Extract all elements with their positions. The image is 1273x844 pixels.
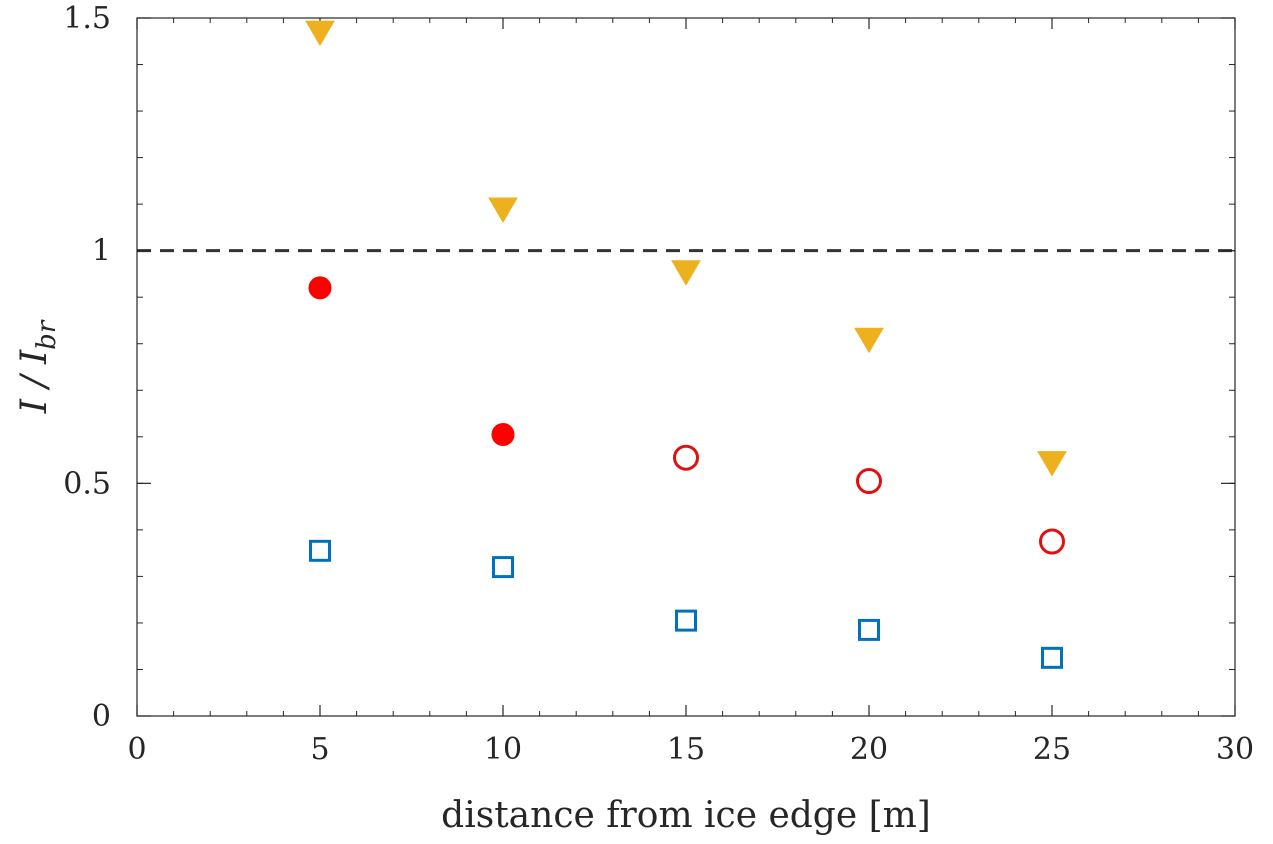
y-tick-label: 1 xyxy=(92,234,111,269)
open-circle-point xyxy=(856,468,882,495)
x-axis-title: distance from ice edge [m] xyxy=(441,795,931,836)
x-tick-label: 20 xyxy=(850,732,888,767)
triangle-point xyxy=(488,197,518,223)
y-tick-label: 0 xyxy=(92,699,111,734)
triangle-point xyxy=(1037,451,1067,477)
x-tick-label: 15 xyxy=(667,732,705,767)
y-tick-label: 0.5 xyxy=(63,466,111,501)
open-circle-point xyxy=(1039,528,1065,555)
triangle-point xyxy=(671,260,701,286)
square-point xyxy=(858,618,880,641)
triangle-point xyxy=(305,20,335,47)
tick-labels-group: 0 5 10 15 20 25 30 0 0.5 1 1.5 xyxy=(63,1,1254,767)
square-point xyxy=(492,556,514,579)
x-tick-label: 5 xyxy=(310,732,329,767)
plot-area xyxy=(137,18,1235,716)
ticks-group xyxy=(136,17,1236,717)
y-axis-title-main: I / I xyxy=(14,349,55,414)
y-tick-label: 1.5 xyxy=(63,1,111,36)
x-tick-label: 10 xyxy=(484,732,522,767)
open-circle-point xyxy=(673,444,699,471)
square-point xyxy=(309,539,331,562)
filled-circle-point xyxy=(491,422,515,446)
y-axis-title-subscript: br xyxy=(32,319,62,350)
x-tick-label: 25 xyxy=(1033,732,1071,767)
square-point xyxy=(1041,646,1063,669)
x-tick-label: 30 xyxy=(1216,732,1254,767)
x-tick-label: 0 xyxy=(127,732,146,767)
square-point xyxy=(675,609,697,632)
data-marks-group xyxy=(305,20,1067,669)
y-axis-title: I / Ibr xyxy=(14,319,62,414)
triangle-point xyxy=(854,327,884,354)
filled-circle-point xyxy=(308,276,332,300)
